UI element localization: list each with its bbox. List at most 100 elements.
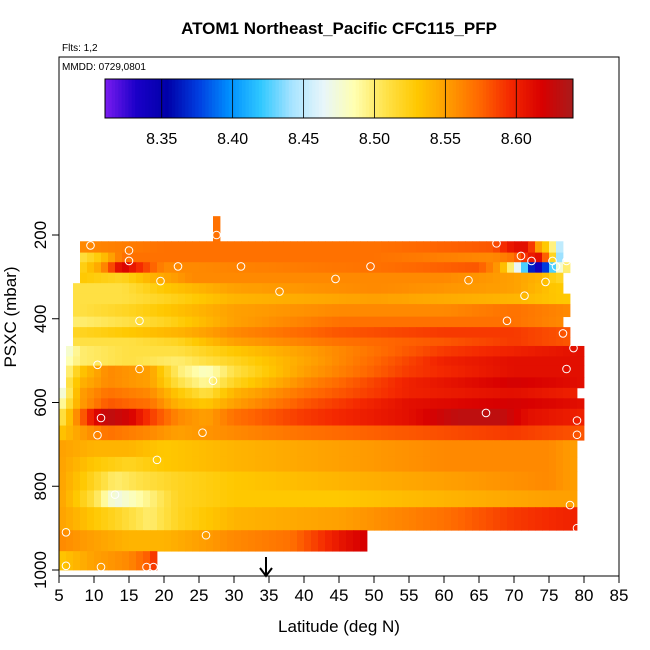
heatmap-cell (535, 425, 543, 441)
colorbar-segment (456, 79, 460, 118)
heatmap-cell (409, 356, 417, 367)
heatmap-cell (213, 327, 221, 338)
heatmap-cell (269, 440, 277, 458)
heatmap-cell (255, 241, 263, 253)
heatmap-cell (542, 440, 550, 458)
heatmap-cell (416, 365, 424, 378)
flights-label: Flts: 1,2 (62, 43, 98, 54)
heatmap-cell (514, 408, 522, 426)
heatmap-cell (227, 490, 235, 508)
heatmap-cell (164, 440, 172, 458)
heatmap-cell (409, 387, 417, 399)
heatmap-cell (360, 252, 368, 263)
heatmap-cell (66, 377, 74, 389)
heatmap-cell (430, 252, 438, 263)
heatmap-cell (514, 490, 522, 508)
heatmap-cell (374, 387, 382, 399)
heatmap-cell (451, 365, 459, 378)
heatmap-cell (164, 471, 172, 491)
heatmap-cell (549, 456, 557, 472)
heatmap-cell (101, 327, 109, 338)
heatmap-cell (143, 316, 151, 328)
heatmap-cell (486, 387, 494, 399)
colorbar-segment (252, 79, 256, 118)
heatmap-cell (395, 241, 403, 253)
heatmap-cell (192, 507, 200, 531)
colorbar-segment (155, 79, 159, 118)
heatmap-cell (157, 283, 165, 295)
heatmap-cell (297, 283, 305, 295)
heatmap-cell (311, 387, 319, 399)
colorbar-segment (562, 79, 567, 118)
heatmap-cell (514, 456, 522, 472)
heatmap-cell (150, 551, 158, 571)
heatmap-cell (164, 530, 172, 552)
heatmap-cell (136, 304, 144, 318)
heatmap-cell (171, 241, 179, 253)
heatmap-cell (283, 490, 291, 508)
heatmap-cell (507, 377, 515, 389)
heatmap-cell (206, 345, 214, 357)
heatmap-cell (262, 387, 270, 399)
heatmap-cell (122, 551, 130, 571)
heatmap-cell (290, 272, 298, 284)
heatmap-cell (514, 356, 522, 367)
heatmap-cell (213, 345, 221, 357)
heatmap-cell (563, 408, 571, 426)
heatmap-cell (234, 365, 242, 378)
heatmap-cell (339, 440, 347, 458)
heatmap-cell (514, 304, 522, 318)
heatmap-cell (381, 456, 389, 472)
heatmap-cell (234, 425, 242, 441)
heatmap-cell (437, 356, 445, 367)
heatmap-cell (514, 241, 522, 253)
heatmap-cell (430, 327, 438, 338)
heatmap-cell (178, 345, 186, 357)
heatmap-cell (80, 507, 88, 531)
heatmap-cell (73, 440, 81, 458)
heatmap-cell (535, 262, 543, 274)
heatmap-cell (486, 471, 494, 491)
colorbar-segment (118, 79, 123, 118)
colorbar-segment (105, 79, 109, 118)
heatmap-cell (332, 293, 340, 305)
heatmap-cell (367, 490, 375, 508)
x-tick-label: 35 (260, 586, 279, 605)
heatmap-cell (395, 408, 403, 426)
heatmap-cell (94, 365, 102, 378)
heatmap-cell (262, 507, 270, 531)
heatmap-cell (276, 252, 284, 263)
heatmap-cell (311, 252, 319, 263)
heatmap-cell (521, 327, 529, 338)
colorbar-segment (415, 79, 420, 118)
heatmap-cell (185, 252, 193, 263)
heatmap-cell (325, 425, 333, 441)
heatmap-cell (332, 316, 340, 328)
heatmap-cell (157, 356, 165, 367)
heatmap-cell (458, 327, 466, 338)
heatmap-cell (395, 398, 403, 410)
heatmap-cell (255, 272, 263, 284)
heatmap-cell (318, 316, 326, 328)
heatmap-cell (234, 456, 242, 472)
heatmap-cell (297, 356, 305, 367)
heatmap-cell (241, 272, 249, 284)
heatmap-cell (213, 304, 221, 318)
heatmap-cell (269, 408, 277, 426)
heatmap-cell (444, 440, 452, 458)
heatmap-cell (507, 365, 515, 378)
heatmap-cell (206, 490, 214, 508)
heatmap-cell (353, 293, 361, 305)
heatmap-cell (262, 316, 270, 328)
heatmap-cell (346, 272, 354, 284)
heatmap-cell (241, 456, 249, 472)
heatmap-cell (556, 283, 564, 295)
heatmap-cell (94, 398, 102, 410)
heatmap-cell (556, 398, 564, 410)
heatmap-cell (171, 440, 179, 458)
heatmap-cell (115, 471, 123, 491)
sample-point (572, 416, 582, 425)
heatmap-cell (521, 262, 529, 274)
heatmap-cell (234, 272, 242, 284)
